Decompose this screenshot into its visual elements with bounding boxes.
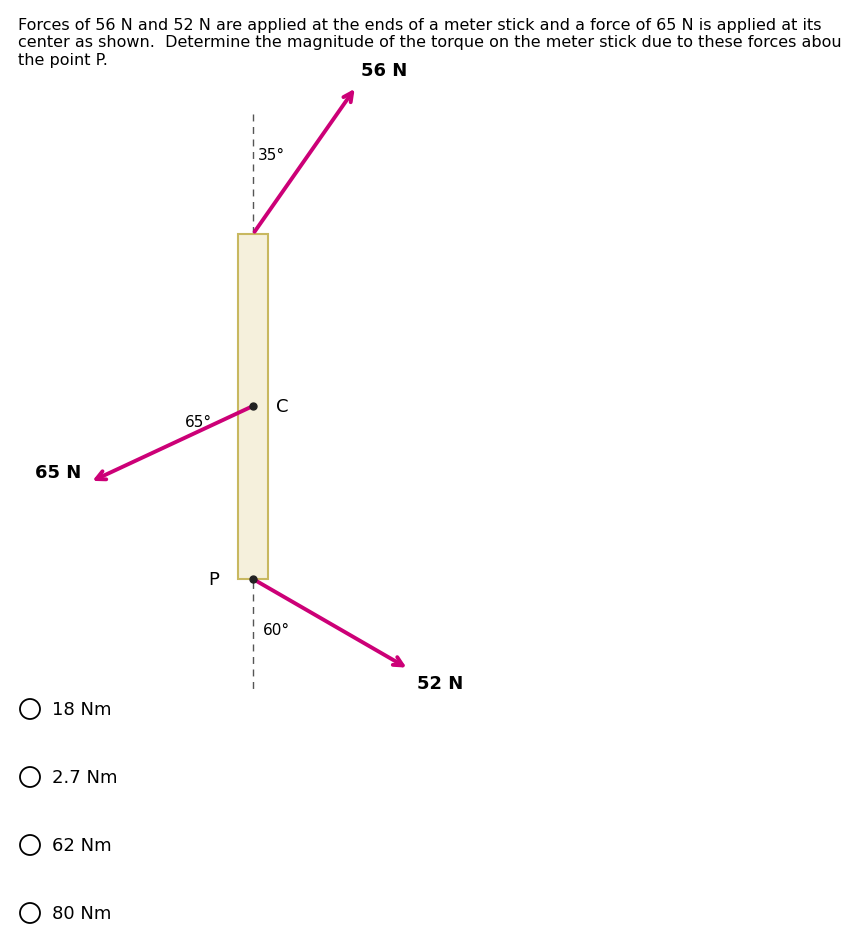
Text: 65°: 65° <box>185 415 212 430</box>
Text: 65 N: 65 N <box>35 464 81 482</box>
Text: 52 N: 52 N <box>417 675 463 692</box>
Text: C: C <box>276 397 289 416</box>
Text: 2.7 Nm: 2.7 Nm <box>52 768 118 786</box>
Text: 18 Nm: 18 Nm <box>52 701 111 718</box>
Text: 35°: 35° <box>258 148 285 162</box>
Text: 62 Nm: 62 Nm <box>52 836 112 854</box>
Text: 60°: 60° <box>263 623 290 638</box>
Text: 80 Nm: 80 Nm <box>52 904 111 922</box>
Text: 56 N: 56 N <box>361 61 408 80</box>
Bar <box>238 235 268 579</box>
Text: Forces of 56 N and 52 N are applied at the ends of a meter stick and a force of : Forces of 56 N and 52 N are applied at t… <box>18 18 842 68</box>
Text: P: P <box>208 571 219 588</box>
